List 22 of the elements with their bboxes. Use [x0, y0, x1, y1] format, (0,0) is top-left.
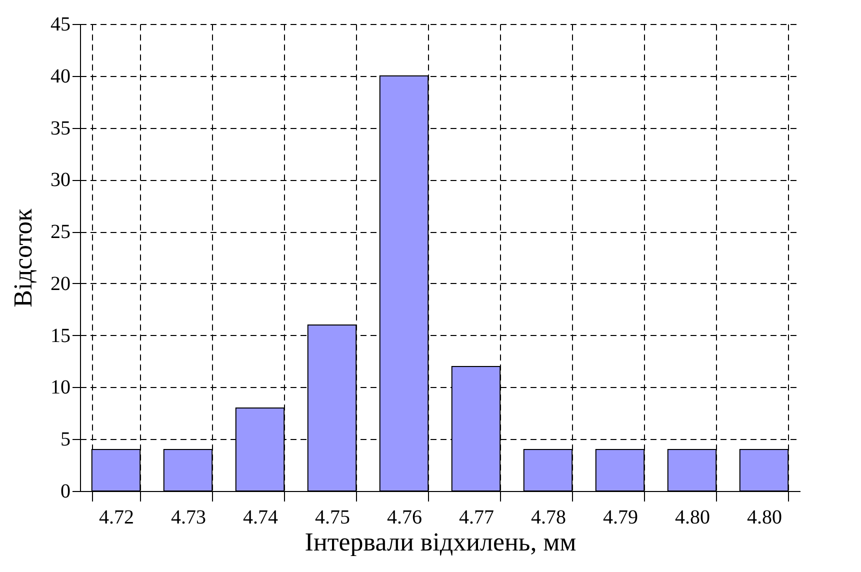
- x-tick-label: 4.79: [603, 506, 638, 528]
- x-tick-label: 4.80: [747, 506, 782, 528]
- y-tick-label: 45: [50, 14, 70, 36]
- x-axis-title: Інтервали відхилень, мм: [304, 528, 576, 556]
- y-tick-label: 15: [50, 324, 70, 347]
- x-tick-label: 4.72: [99, 506, 134, 528]
- y-tick-label: 25: [50, 221, 70, 244]
- x-tick-label: 4.75: [315, 506, 350, 528]
- y-tick-label: 30: [50, 169, 70, 192]
- y-tick-label: 10: [50, 376, 70, 399]
- y-tick-label: 0: [60, 480, 70, 502]
- y-tick-label: 5: [60, 428, 70, 451]
- y-tick-label: 35: [50, 117, 70, 140]
- x-tick-label: 4.74: [243, 506, 278, 528]
- x-tick-label: 4.80: [675, 506, 710, 528]
- x-tick-label: 4.77: [459, 506, 494, 528]
- y-tick-label: 20: [50, 272, 70, 295]
- x-tick-label: 4.78: [531, 506, 566, 528]
- y-tick-label: 40: [50, 65, 70, 88]
- x-tick-label: 4.76: [387, 506, 422, 528]
- y-axis-title: Відсоток: [8, 208, 38, 308]
- x-tick-label: 4.73: [171, 506, 206, 528]
